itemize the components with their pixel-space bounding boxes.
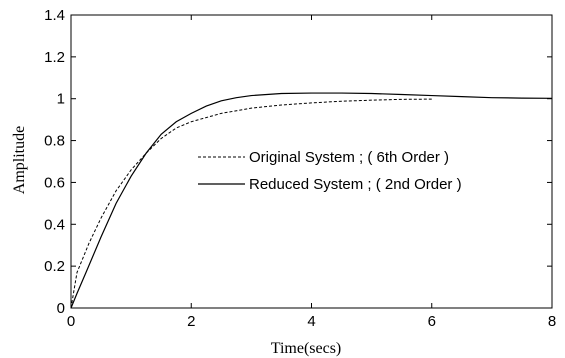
y-tick-label: 0.2	[44, 258, 65, 275]
y-tick-label: 0.8	[44, 133, 65, 150]
y-tick-label: 0.4	[44, 216, 65, 233]
legend: Original System ; ( 6th Order ) Reduced S…	[198, 149, 462, 193]
y-tick-label: 1.4	[44, 7, 65, 24]
y-tick-label: 0	[57, 300, 65, 317]
legend-label-1: Original System ; ( 6th Order )	[249, 149, 449, 166]
series-line-2	[70, 92, 553, 309]
x-tick-label: 2	[187, 313, 195, 330]
series-line-1	[70, 98, 432, 309]
x-tick-label: 0	[67, 313, 75, 330]
x-axis-label: Time(secs)	[271, 340, 342, 357]
x-tick-label: 8	[548, 313, 556, 330]
y-tick-label: 1	[57, 91, 65, 108]
x-tick-label: 4	[307, 313, 315, 330]
legend-label-2: Reduced System ; ( 2nd Order )	[249, 176, 462, 193]
y-axis-label: Amplitude	[11, 126, 28, 194]
x-tick-label: 6	[428, 313, 436, 330]
y-tick-label: 1.2	[44, 49, 65, 66]
y-tick-label: 0.6	[44, 174, 65, 191]
